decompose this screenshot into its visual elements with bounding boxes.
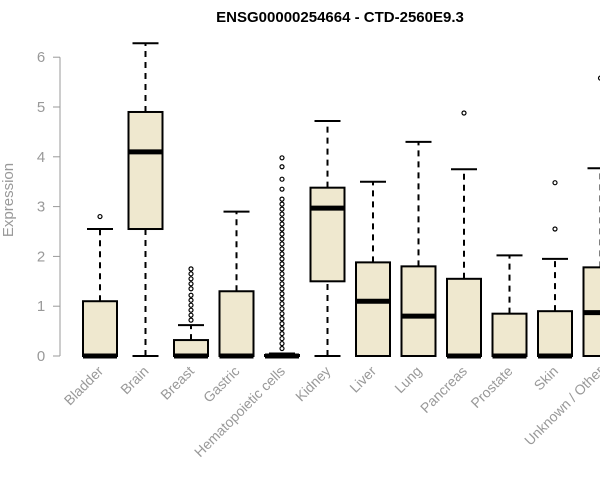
outlier-point [97,213,103,220]
box-iqr [127,110,164,231]
outlier-point [188,317,194,323]
outlier-point [279,216,285,222]
outlier-point [279,276,285,282]
outlier-point [279,246,285,252]
box-iqr [309,186,346,283]
outlier-point [279,176,285,182]
box-2 [173,266,209,359]
box-9 [491,254,528,359]
outlier-point [279,226,285,232]
box-3 [218,210,255,359]
outlier-point [279,231,285,237]
y-tick-label: 2 [37,248,45,265]
outlier-point [279,241,285,247]
box-iqr [537,310,573,357]
x-tick-label: Skin [531,363,562,394]
box-7 [400,140,437,357]
chart-title: ENSG00000254664 - CTD-2560E9.3 [216,9,464,26]
outlier-point [279,291,285,297]
outlier-point [279,311,285,317]
y-tick-label: 5 [37,99,45,116]
outlier-point [279,306,285,312]
outlier-point [461,110,467,116]
box-0 [82,213,118,359]
outlier-point [279,164,285,170]
outlier-point [279,186,285,192]
outlier-point [279,261,285,267]
box-5 [309,119,346,357]
x-tick-label: Kidney [292,363,334,405]
boxes-group [82,42,600,359]
x-tick-label: Breast [157,363,197,403]
box-4 [264,155,300,359]
box-iqr [355,261,391,358]
outlier-point [279,256,285,262]
outlier-point [279,266,285,272]
y-axis: 0 1 2 3 4 5 6 [37,49,61,365]
outlier-point [188,292,194,298]
outlier-point [188,281,194,287]
outlier-point [279,155,285,161]
outlier-point [552,180,558,186]
outlier-point [279,211,285,217]
x-tick-label: Pancreas [417,363,470,416]
outlier-point [188,276,194,282]
outlier-point [279,236,285,242]
box-6 [355,180,391,358]
outlier-point [188,297,194,303]
box-11 [582,75,600,357]
outlier-point [188,286,194,292]
y-tick-label: 6 [37,49,45,66]
x-tick-label: Brain [117,363,151,397]
x-tick-label: Gastric [200,363,243,406]
box-iqr [218,290,255,358]
box-10 [537,180,573,359]
outlier-point [279,196,285,202]
outlier-point [279,271,285,277]
outlier-point [188,271,194,277]
outlier-point [188,312,194,318]
box-iqr [446,277,482,357]
y-axis-label: Expression [0,163,17,237]
outlier-point [279,286,285,292]
box-iqr [82,300,118,357]
x-tick-label: Liver [346,363,379,396]
outlier-point [552,226,558,232]
outlier-point [279,301,285,307]
box-8 [446,110,482,359]
x-tick-label: Lung [391,363,424,396]
box-iqr [491,312,528,358]
outlier-point [279,251,285,257]
x-tick-label: Bladder [61,363,107,409]
y-tick-label: 0 [37,348,45,365]
box-iqr [400,265,437,357]
outlier-point [188,307,194,313]
x-tick-label: Hematopoietic cells [191,363,288,460]
outlier-point [279,316,285,322]
outlier-point [279,326,285,332]
outlier-point [597,75,600,81]
x-tick-label: Unknown / Other [521,363,600,449]
outlier-point [279,321,285,327]
x-tick-label: Prostate [467,363,515,411]
outlier-point [279,281,285,287]
outlier-point [279,296,285,302]
outlier-point [188,266,194,272]
y-tick-label: 3 [37,199,45,216]
box-1 [127,42,164,357]
outlier-point [279,340,285,347]
outlier-point [279,206,285,212]
y-tick-label: 1 [37,298,45,315]
outlier-point [279,201,285,207]
outlier-point [188,302,194,308]
outlier-point [279,221,285,227]
outlier-point [279,335,285,342]
outlier-point [279,330,285,337]
outlier-point [279,345,285,352]
y-tick-label: 4 [37,149,45,166]
